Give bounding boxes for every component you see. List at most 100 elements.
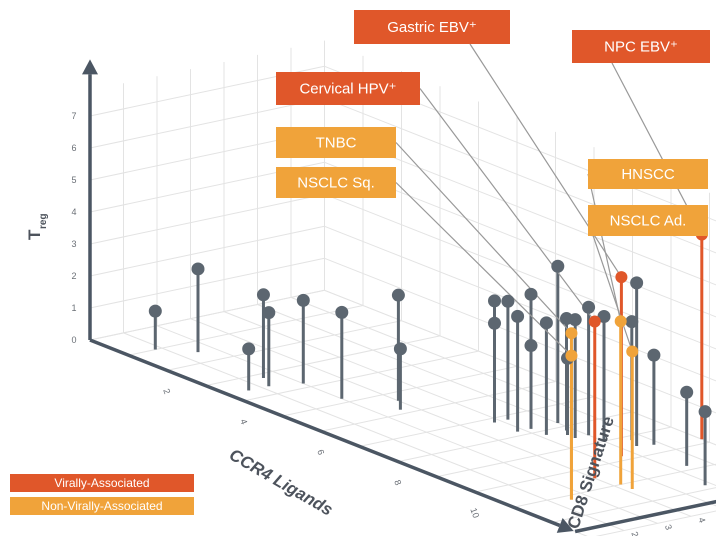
series-label: Cervical HPV⁺ <box>299 81 396 98</box>
z-tick-label: 5 <box>71 175 76 185</box>
y-tick-label: 4 <box>696 516 707 524</box>
grid-line <box>223 311 716 507</box>
data-point <box>625 315 639 329</box>
grid-line <box>123 332 625 531</box>
leader-line <box>469 43 622 278</box>
grid-line <box>551 487 716 523</box>
chart-leaders <box>395 43 703 357</box>
data-point <box>698 405 712 419</box>
z-tick-label: 0 <box>71 335 76 345</box>
series-label-box: NSCLC Ad. <box>588 205 708 236</box>
data-point <box>597 310 611 323</box>
grid-line <box>324 97 716 254</box>
series-label: NSCLC Sq. <box>297 175 375 192</box>
series-label-box: NSCLC Sq. <box>276 167 396 198</box>
grid-line <box>257 304 716 487</box>
series-label-bg <box>276 72 420 105</box>
chart-axes <box>82 59 716 534</box>
series-point <box>615 271 628 284</box>
data-point <box>524 287 538 301</box>
series-point <box>565 327 578 340</box>
z-tick-label: 2 <box>71 271 76 281</box>
series-label-box: NPC EBV⁺ <box>572 30 710 63</box>
y-axis-line <box>574 499 716 534</box>
grid-line <box>205 335 441 387</box>
leader-line <box>587 220 633 352</box>
series-point <box>565 349 578 362</box>
series-label: TNBC <box>316 135 357 152</box>
series-label-box: TNBC <box>276 127 396 158</box>
grid-line <box>89 225 325 277</box>
series-point <box>614 315 627 328</box>
legend-viral: Virally-Associated <box>10 474 194 492</box>
grid-line <box>324 193 716 350</box>
x-axis-label: CCR4 Ligands <box>226 445 336 520</box>
z-axis-label: T reg <box>25 213 49 240</box>
series-label-bg <box>588 205 708 236</box>
series-label-box: Gastric EBV⁺ <box>354 10 510 44</box>
data-point <box>488 316 501 330</box>
series-label-bg <box>572 30 710 63</box>
series-point <box>588 315 601 328</box>
data-point <box>393 342 407 356</box>
data-point <box>335 305 349 319</box>
grid-line <box>474 441 710 493</box>
grid-line <box>243 350 479 402</box>
grid-line <box>89 289 325 341</box>
z-tick-label: 7 <box>71 111 76 121</box>
grid-line <box>89 257 325 309</box>
data-point <box>511 309 525 323</box>
z-tick-label: 6 <box>71 143 76 153</box>
chart-ticks: 01234567246810121234567 <box>71 111 707 536</box>
data-point <box>680 385 694 399</box>
data-point <box>501 294 515 308</box>
y-tick-label: 3 <box>663 523 674 531</box>
data-point <box>488 294 501 308</box>
data-point <box>148 304 162 318</box>
data-point <box>296 293 310 307</box>
y-tick-label: 2 <box>629 530 640 536</box>
z-tick-label: 3 <box>71 239 76 249</box>
grid-line <box>595 510 716 536</box>
chart-points <box>148 228 712 419</box>
z-axis-label-sub: reg <box>38 213 49 229</box>
z-axis-line-arrow <box>82 59 98 75</box>
data-point <box>568 313 582 327</box>
data-point <box>191 262 205 276</box>
data-point <box>524 339 538 353</box>
series-label-bg <box>588 159 708 189</box>
grid-line <box>324 129 716 286</box>
grid-line <box>166 320 402 371</box>
x-axis-line-arrow <box>556 517 574 533</box>
legend-nonviral: Non-Virally-Associated <box>10 497 194 515</box>
data-point <box>539 316 553 330</box>
x-tick-label: 4 <box>238 418 249 426</box>
series-label-box: Cervical HPV⁺ <box>276 72 420 105</box>
series-label-bg <box>276 167 396 198</box>
data-point <box>391 288 405 302</box>
data-point <box>647 348 661 362</box>
grid-line <box>290 296 716 466</box>
x-tick-label: 6 <box>315 448 326 456</box>
data-point <box>256 288 270 302</box>
chart-stems <box>153 234 707 500</box>
data-point <box>551 259 565 273</box>
z-axis-label-main: T <box>25 229 44 240</box>
series-label-bg <box>276 127 396 158</box>
data-point <box>242 342 256 356</box>
series-point <box>626 345 639 358</box>
grid-line <box>89 97 325 149</box>
leader-line <box>419 88 596 322</box>
grid-line <box>89 193 325 245</box>
z-tick-label: 1 <box>71 303 76 313</box>
chart-labels: Gastric EBV⁺ NPC EBV⁺ Cervical HPV⁺ TNBC NSC… <box>276 10 710 236</box>
series-label: NPC EBV⁺ <box>604 39 678 56</box>
grid-line <box>320 381 556 432</box>
x-tick-label: 2 <box>161 387 172 395</box>
leader-line <box>587 173 622 322</box>
series-label-box: HNSCC <box>588 159 708 189</box>
grid-line <box>190 318 692 517</box>
data-point <box>582 300 596 314</box>
x-axis-line <box>89 338 561 528</box>
